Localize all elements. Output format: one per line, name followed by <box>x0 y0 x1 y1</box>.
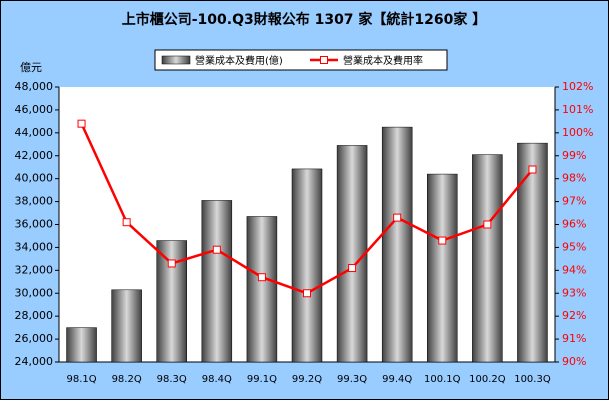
x-tick-label: 99.3Q <box>337 374 367 385</box>
y-tick-label: 48,000 <box>15 80 54 93</box>
y2-tick-label: 94% <box>562 263 586 276</box>
legend-marker <box>320 56 328 64</box>
legend <box>154 49 448 71</box>
x-tick-label: 99.2Q <box>292 374 322 385</box>
marker <box>257 273 266 282</box>
bar <box>156 240 187 363</box>
y2-tick-label: 102% <box>562 80 593 93</box>
y-tick-label: 44,000 <box>15 126 54 139</box>
y2-tick-label: 101% <box>562 103 593 116</box>
legend-label: 營業成本及費用率 <box>343 54 423 67</box>
y2-tick-label: 92% <box>562 309 586 322</box>
x-tick-label: 100.3Q <box>514 374 551 385</box>
y-axis-label: 億元 <box>20 61 42 74</box>
x-tick-label: 99.4Q <box>382 374 412 385</box>
y-tick-label: 38,000 <box>15 195 54 208</box>
y2-tick-label: 96% <box>562 218 586 231</box>
bar <box>472 154 503 363</box>
bar <box>66 327 97 363</box>
bar <box>246 216 278 363</box>
x-tick-label: 99.1Q <box>247 374 277 385</box>
y-tick-label: 40,000 <box>15 172 54 185</box>
bar <box>517 142 548 363</box>
marker <box>167 259 176 268</box>
y2-tick-label: 95% <box>562 240 586 253</box>
x-tick-label: 100.1Q <box>424 374 461 385</box>
y2-tick-label: 91% <box>562 332 586 345</box>
marker <box>528 165 537 174</box>
y-tick-label: 30,000 <box>15 286 54 299</box>
y-tick-label: 46,000 <box>15 103 54 116</box>
y2-tick-label: 99% <box>562 149 586 162</box>
x-tick-label: 98.3Q <box>157 374 187 385</box>
y2-tick-label: 97% <box>562 195 586 208</box>
x-tick-label: 98.2Q <box>112 374 142 385</box>
legend-label: 營業成本及費用(億) <box>195 54 283 67</box>
legend-swatch <box>161 55 191 65</box>
bar <box>427 173 458 363</box>
marker <box>438 236 447 245</box>
y-tick-label: 34,000 <box>15 240 54 253</box>
x-tick-label: 98.1Q <box>66 374 96 385</box>
y2-tick-label: 90% <box>562 355 586 368</box>
bar <box>201 200 233 363</box>
marker <box>122 218 131 227</box>
marker <box>212 245 221 254</box>
bar <box>111 289 142 363</box>
marker <box>303 289 311 298</box>
chart-title: 上市櫃公司-100.Q3財報公布 1307 家【統計1260家 】 <box>122 11 487 28</box>
y-tick-label: 32,000 <box>15 263 54 276</box>
y2-tick-label: 93% <box>562 286 586 299</box>
marker <box>483 220 492 229</box>
y-tick-label: 24,000 <box>15 355 54 368</box>
y-tick-label: 28,000 <box>15 309 54 322</box>
y2-tick-label: 98% <box>562 172 586 185</box>
bar <box>291 168 323 363</box>
marker <box>393 213 402 222</box>
bar <box>381 126 413 363</box>
y-tick-label: 36,000 <box>15 218 54 231</box>
bar <box>336 145 368 363</box>
marker <box>348 264 357 273</box>
y-tick-label: 42,000 <box>15 149 54 162</box>
x-tick-label: 100.2Q <box>469 374 506 385</box>
x-tick-label: 98.4Q <box>202 374 232 385</box>
y-tick-label: 26,000 <box>15 332 54 345</box>
y2-tick-label: 100% <box>562 126 593 139</box>
marker <box>77 119 86 128</box>
